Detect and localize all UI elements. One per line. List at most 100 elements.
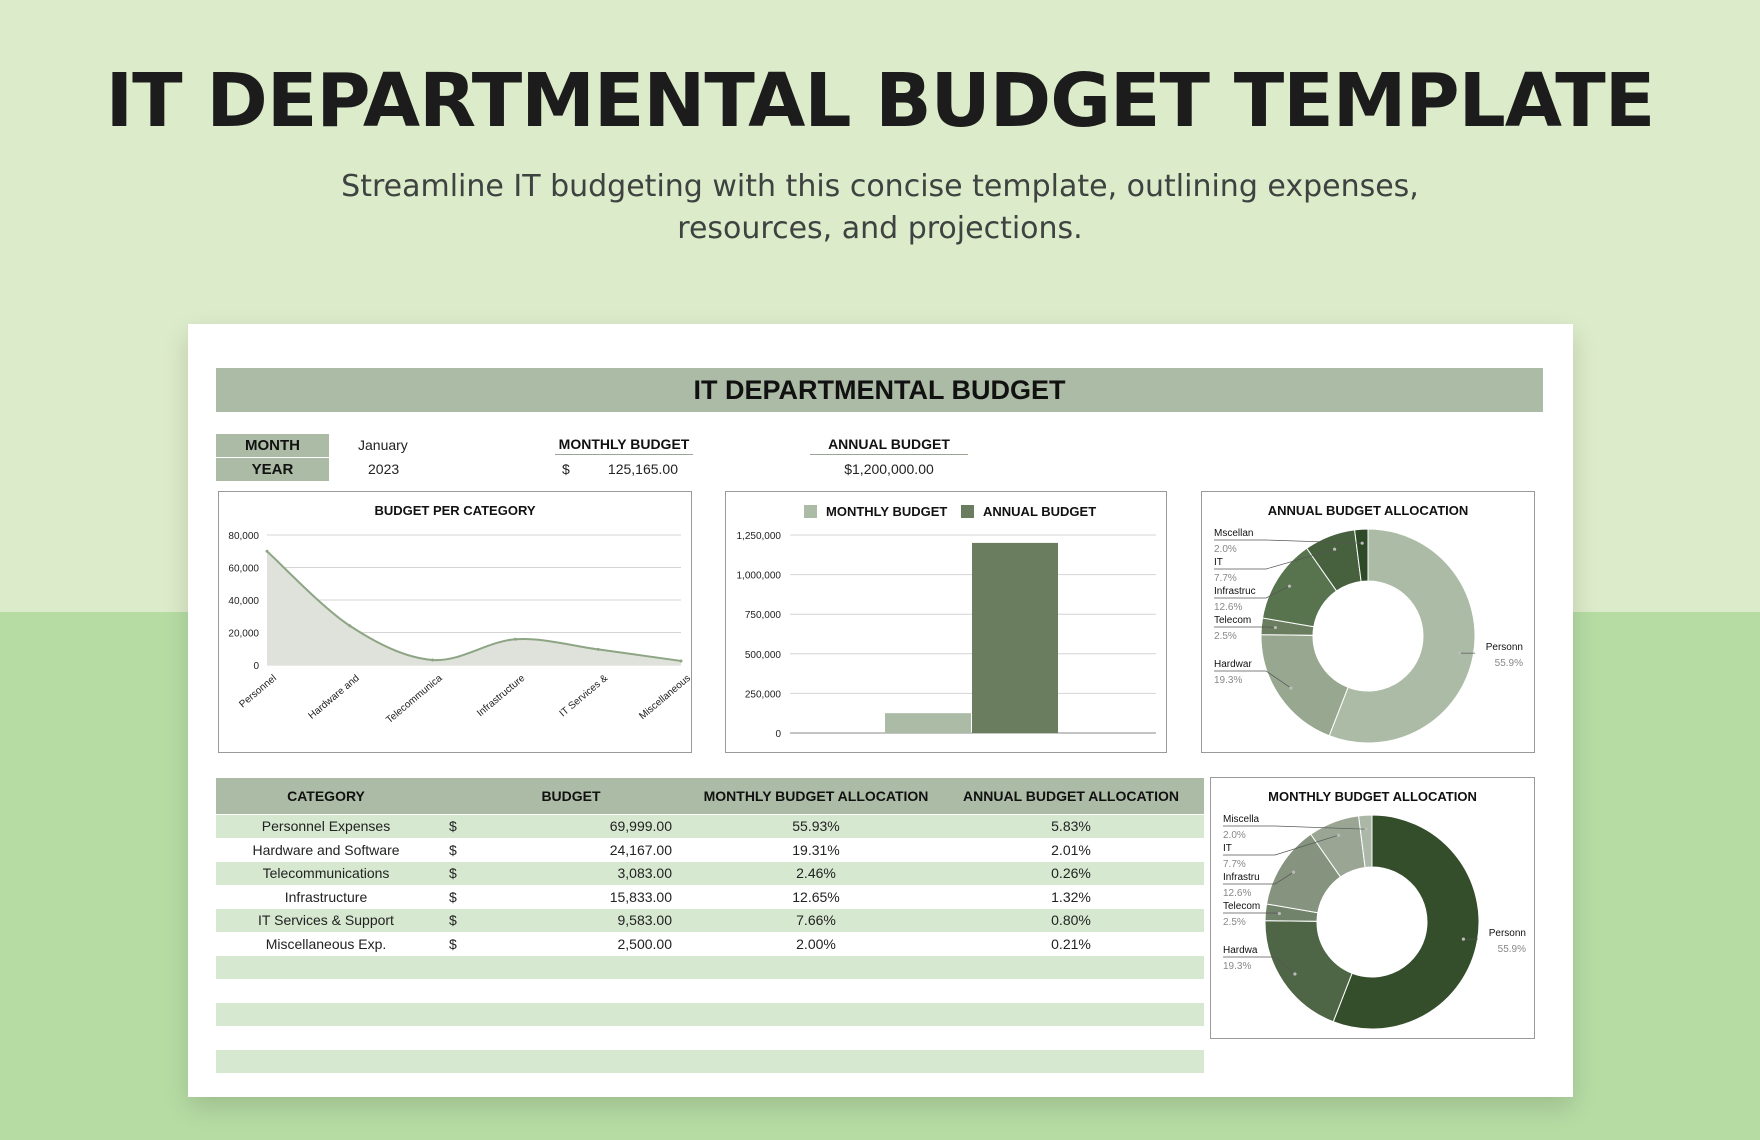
data-point [431, 658, 435, 662]
slice-percent: 12.6% [1223, 888, 1251, 899]
cell-category: Personnel Expenses [261, 818, 391, 834]
leader-dot [1293, 972, 1297, 976]
area-fill [267, 551, 681, 665]
month-label: MONTH [216, 434, 329, 457]
x-tick-label: Infrastructure [475, 673, 528, 720]
chart-title: MONTHLY BUDGET ALLOCATION [1268, 789, 1477, 804]
cell-annual-allocation: 0.21% [1051, 935, 1091, 952]
cell-annual-allocation: 0.80% [1051, 912, 1091, 928]
leader-dot [1273, 625, 1277, 630]
leader-line [1223, 956, 1296, 975]
bar [972, 542, 1058, 733]
leader-dot [1289, 686, 1293, 690]
table-row[interactable]: IT Services & Support $9,583.00 7.66% 0.80% [216, 909, 1204, 932]
monthly-budget-value[interactable]: 125,165.00 [607, 461, 678, 477]
table-row[interactable]: Telecommunications $3,083.00 2.46% 0.26% [216, 862, 1204, 885]
leader-line [1223, 871, 1294, 885]
y-tick-label: 20,000 [228, 629, 259, 640]
cell-currency: $ [449, 841, 457, 858]
y-tick-label: 1,000,000 [737, 571, 782, 582]
cell-budget: 9,583.00 [617, 912, 673, 928]
empty-table-row[interactable] [216, 956, 1204, 979]
leader-line [1214, 670, 1292, 689]
slice-percent: 2.5% [1223, 917, 1246, 928]
year-value[interactable]: 2023 [368, 461, 400, 477]
slice-percent: 19.3% [1223, 961, 1251, 972]
y-tick-label: 250,000 [745, 689, 782, 700]
leader-line [1214, 548, 1335, 570]
empty-table-row[interactable] [216, 1050, 1204, 1073]
cell-monthly-allocation: 2.46% [796, 865, 836, 881]
monthly-budget-label: MONTHLY BUDGET [555, 436, 693, 455]
leader-dot [1360, 541, 1364, 545]
header-annual-allocation: ANNUAL BUDGET ALLOCATION [963, 788, 1179, 804]
data-point [348, 624, 352, 628]
table-header: CATEGORY BUDGET MONTHLY BUDGET ALLOCATIO… [216, 778, 1204, 814]
chart-title: ANNUAL BUDGET ALLOCATION [1268, 503, 1469, 518]
cell-category: Telecommunications [262, 865, 390, 881]
slice-percent: 7.7% [1223, 859, 1246, 870]
cell-budget: 24,167.00 [609, 841, 672, 858]
data-point [265, 549, 269, 553]
hero-subtitle-line2: resources, and projections. [677, 211, 1083, 246]
slice-label: IT [1223, 843, 1232, 854]
cell-category: IT Services & Support [258, 912, 394, 928]
data-point [679, 659, 683, 663]
monthly-budget-currency: $ [562, 461, 570, 477]
slice-percent: 2.0% [1223, 830, 1246, 841]
leader-dot [1277, 911, 1281, 916]
leader-dot [1287, 584, 1292, 588]
y-tick-label: 1,250,000 [737, 531, 782, 542]
annual-budget-value[interactable]: $1,200,000.00 [844, 461, 934, 477]
cell-monthly-allocation: 19.31% [792, 841, 840, 858]
cell-category: Miscellaneous Exp. [265, 935, 387, 952]
cell-currency: $ [449, 888, 457, 905]
bar-chart-svg: MONTHLY BUDGET ANNUAL BUDGET 1,250,000 1,00… [737, 504, 1156, 740]
empty-table-row[interactable] [216, 1003, 1204, 1026]
cell-annual-allocation: 1.32% [1051, 888, 1091, 905]
cell-category: Hardware and Software [252, 841, 400, 858]
leader-dot [1461, 937, 1466, 941]
leader-line [1214, 626, 1276, 628]
table-row[interactable]: Miscellaneous Exp. $2,500.00 2.00% 0.21% [216, 933, 1204, 956]
leader-dot [1291, 870, 1296, 874]
empty-table-row[interactable] [216, 1027, 1204, 1050]
monthly-allocation-chart: MONTHLY BUDGET ALLOCATION Personn 55.9% Har… [1210, 777, 1535, 1039]
y-tick-label: 80,000 [228, 531, 259, 542]
cell-budget: 69,999.00 [609, 818, 672, 834]
cell-monthly-allocation: 55.93% [792, 818, 840, 834]
table-row[interactable]: Personnel Expenses $69,999.00 55.93% 5.83% [216, 815, 1204, 838]
cell-annual-allocation: 5.83% [1051, 818, 1091, 834]
x-tick-label: IT Services & [558, 673, 611, 720]
leader-dot [1332, 547, 1337, 551]
table-row[interactable]: Infrastructure $15,833.00 12.65% 1.32% [216, 886, 1204, 909]
annual-donut-svg: ANNUAL BUDGET ALLOCATION Personn 55.9% Hard… [1214, 503, 1523, 744]
hero-subtitle-line1: Streamline IT budgeting with this concis… [341, 169, 1419, 204]
leader-line [1214, 585, 1290, 599]
cell-monthly-allocation: 2.00% [796, 935, 836, 952]
header-category: CATEGORY [287, 788, 365, 804]
x-tick-label: Miscellaneous [637, 673, 691, 722]
slice-label: Telecom [1223, 901, 1260, 912]
donut-slice [1358, 814, 1373, 868]
cell-monthly-allocation: 7.66% [796, 912, 836, 928]
monthly-vs-annual-chart: MONTHLY BUDGET ANNUAL BUDGET 1,250,000 1,00… [725, 491, 1167, 753]
slice-label: Telecom [1214, 615, 1251, 626]
slice-label: Miscella [1223, 814, 1260, 825]
annual-allocation-chart: ANNUAL BUDGET ALLOCATION Personn 55.9% Hard… [1201, 491, 1535, 753]
series-line [266, 550, 682, 662]
table-row[interactable]: Hardware and Software $24,167.00 19.31% 2.0… [216, 839, 1204, 862]
legend-label: MONTHLY BUDGET [826, 504, 947, 519]
month-value[interactable]: January [358, 437, 408, 453]
slice-label: IT [1214, 557, 1223, 568]
x-tick-label: Personnel [237, 673, 279, 710]
slice-label: Infrastru [1223, 872, 1260, 883]
slice-percent: 19.3% [1214, 675, 1242, 686]
bar [885, 713, 971, 733]
hero-title: IT DEPARTMENTAL BUDGET TEMPLATE [105, 58, 1656, 144]
empty-table-row[interactable] [216, 980, 1204, 1003]
slice-label: Hardwar [1214, 659, 1252, 670]
cell-budget: 15,833.00 [609, 888, 672, 905]
leader-line [1223, 825, 1367, 830]
y-tick-label: 0 [775, 729, 781, 740]
